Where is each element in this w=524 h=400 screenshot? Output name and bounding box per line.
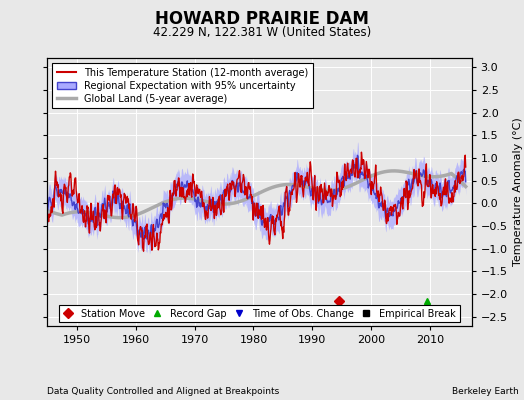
Text: 42.229 N, 122.381 W (United States): 42.229 N, 122.381 W (United States)	[153, 26, 371, 39]
Text: HOWARD PRAIRIE DAM: HOWARD PRAIRIE DAM	[155, 10, 369, 28]
Text: Data Quality Controlled and Aligned at Breakpoints: Data Quality Controlled and Aligned at B…	[47, 387, 279, 396]
Legend: Station Move, Record Gap, Time of Obs. Change, Empirical Break: Station Move, Record Gap, Time of Obs. C…	[59, 305, 460, 322]
Text: Berkeley Earth: Berkeley Earth	[452, 387, 519, 396]
Y-axis label: Temperature Anomaly (°C): Temperature Anomaly (°C)	[514, 118, 523, 266]
